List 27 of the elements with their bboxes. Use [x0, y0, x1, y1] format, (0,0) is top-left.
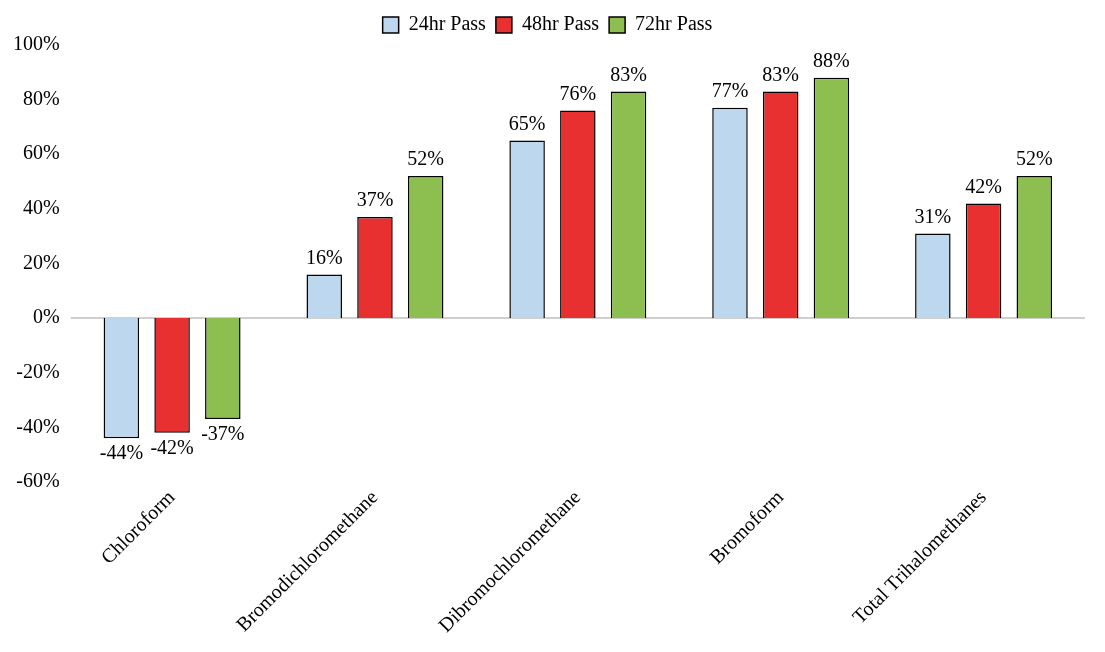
legend-label: 24hr Pass — [408, 12, 487, 35]
data-label: 52% — [1015, 147, 1053, 170]
data-label: 16% — [305, 245, 343, 268]
data-label: 83% — [762, 62, 800, 85]
data-label: 83% — [610, 62, 647, 85]
y-tick-label: -60% — [16, 469, 60, 492]
legend-label: 48hr Pass — [521, 12, 600, 35]
data-label: 52% — [407, 147, 445, 170]
y-tick-label: -40% — [16, 414, 60, 437]
data-label: 76% — [559, 81, 597, 104]
data-label: 42% — [965, 174, 1002, 197]
data-label: 77% — [711, 79, 749, 102]
y-tick-label: -20% — [16, 359, 60, 382]
data-label: 37% — [356, 188, 394, 211]
data-label: -44% — [99, 441, 144, 464]
data-label: -37% — [201, 422, 245, 445]
data-label: 31% — [914, 204, 952, 227]
y-tick-label: 80% — [22, 86, 60, 109]
y-tick-label: 60% — [22, 141, 60, 164]
y-tick-label: 20% — [22, 250, 60, 273]
data-label: 65% — [508, 111, 546, 134]
y-tick-label: 100% — [12, 32, 60, 55]
data-label: 88% — [813, 49, 850, 72]
legend-label: 72hr Pass — [635, 12, 713, 35]
data-label: -42% — [150, 436, 194, 459]
y-tick-label: 0% — [32, 305, 60, 328]
y-tick-label: 40% — [22, 196, 60, 219]
